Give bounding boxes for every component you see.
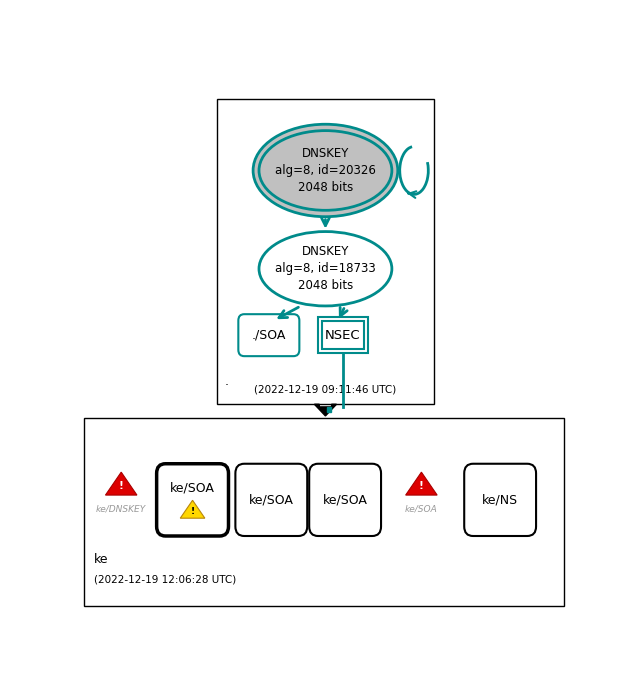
FancyBboxPatch shape bbox=[318, 317, 368, 353]
FancyBboxPatch shape bbox=[238, 314, 299, 356]
FancyBboxPatch shape bbox=[157, 464, 229, 536]
Text: NSEC: NSEC bbox=[325, 328, 361, 342]
FancyBboxPatch shape bbox=[84, 417, 564, 606]
Text: (2022-12-19 09:11:46 UTC): (2022-12-19 09:11:46 UTC) bbox=[254, 384, 397, 395]
Text: ke/SOA: ke/SOA bbox=[405, 505, 438, 514]
Text: ke/SOA: ke/SOA bbox=[249, 493, 294, 506]
Text: ./SOA: ./SOA bbox=[251, 328, 286, 342]
FancyArrow shape bbox=[326, 407, 331, 412]
Text: DNSKEY
alg=8, id=20326
2048 bits: DNSKEY alg=8, id=20326 2048 bits bbox=[275, 147, 376, 194]
FancyBboxPatch shape bbox=[464, 464, 536, 536]
Polygon shape bbox=[406, 472, 437, 495]
FancyBboxPatch shape bbox=[236, 464, 307, 536]
FancyArrow shape bbox=[314, 404, 337, 416]
Text: ke/NS: ke/NS bbox=[482, 493, 518, 506]
Text: .: . bbox=[225, 375, 229, 388]
Text: ke: ke bbox=[94, 553, 109, 566]
Polygon shape bbox=[105, 472, 137, 495]
Text: !: ! bbox=[419, 481, 424, 491]
Polygon shape bbox=[180, 500, 205, 518]
Text: DNSKEY
alg=8, id=18733
2048 bits: DNSKEY alg=8, id=18733 2048 bits bbox=[275, 245, 376, 293]
Text: ke/SOA: ke/SOA bbox=[323, 493, 368, 506]
Ellipse shape bbox=[259, 232, 392, 306]
FancyBboxPatch shape bbox=[217, 99, 434, 404]
Ellipse shape bbox=[259, 130, 392, 210]
Text: ke/DNSKEY: ke/DNSKEY bbox=[96, 505, 146, 514]
Text: !: ! bbox=[119, 481, 124, 491]
Text: (2022-12-19 12:06:28 UTC): (2022-12-19 12:06:28 UTC) bbox=[94, 575, 236, 585]
FancyBboxPatch shape bbox=[309, 464, 381, 536]
Ellipse shape bbox=[253, 124, 398, 217]
Text: !: ! bbox=[190, 506, 194, 515]
Text: ke/SOA: ke/SOA bbox=[170, 482, 215, 495]
FancyBboxPatch shape bbox=[322, 322, 364, 349]
